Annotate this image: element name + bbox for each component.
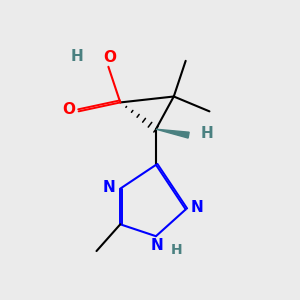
Polygon shape bbox=[156, 129, 189, 138]
Text: H: H bbox=[200, 126, 213, 141]
Text: H: H bbox=[71, 49, 84, 64]
Text: H: H bbox=[171, 244, 182, 257]
Text: O: O bbox=[62, 102, 75, 117]
Text: N: N bbox=[151, 238, 164, 253]
Text: N: N bbox=[190, 200, 203, 215]
Text: O: O bbox=[103, 50, 116, 65]
Text: N: N bbox=[103, 180, 116, 195]
